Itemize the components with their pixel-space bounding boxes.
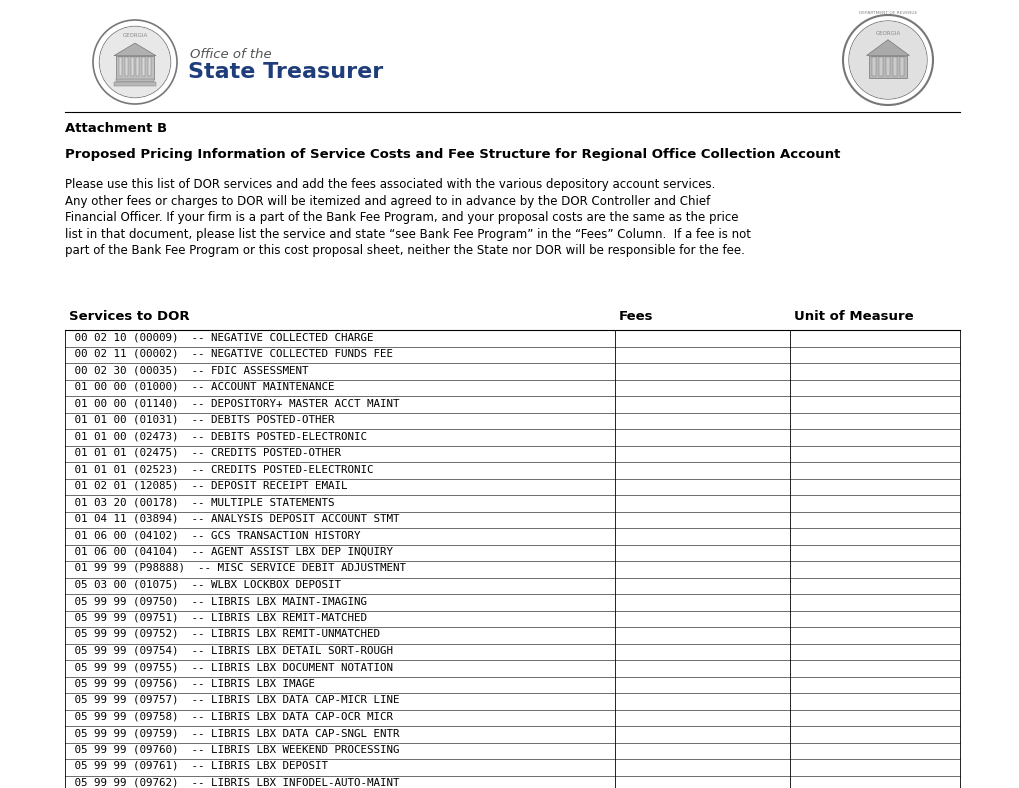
Text: 01 01 00 (02473)  -- DEBITS POSTED-ELECTRONIC: 01 01 00 (02473) -- DEBITS POSTED-ELECTR… bbox=[68, 431, 367, 441]
Bar bbox=[142, 57, 145, 76]
Text: Services to DOR: Services to DOR bbox=[69, 310, 190, 323]
Text: State Treasurer: State Treasurer bbox=[187, 62, 383, 82]
Text: 01 00 00 (01000)  -- ACCOUNT MAINTENANCE: 01 00 00 (01000) -- ACCOUNT MAINTENANCE bbox=[68, 381, 334, 392]
Text: 05 99 99 (09760)  -- LIBRIS LBX WEEKEND PROCESSING: 05 99 99 (09760) -- LIBRIS LBX WEEKEND P… bbox=[68, 745, 399, 754]
Text: 05 99 99 (09756)  -- LIBRIS LBX IMAGE: 05 99 99 (09756) -- LIBRIS LBX IMAGE bbox=[68, 678, 315, 689]
Text: 05 99 99 (09761)  -- LIBRIS LBX DEPOSIT: 05 99 99 (09761) -- LIBRIS LBX DEPOSIT bbox=[68, 761, 328, 771]
Text: 05 99 99 (09755)  -- LIBRIS LBX DOCUMENT NOTATION: 05 99 99 (09755) -- LIBRIS LBX DOCUMENT … bbox=[68, 662, 392, 672]
Bar bbox=[893, 57, 896, 76]
Text: 05 99 99 (09762)  -- LIBRIS LBX INFODEL-AUTO-MAINT: 05 99 99 (09762) -- LIBRIS LBX INFODEL-A… bbox=[68, 778, 399, 787]
Text: 01 04 11 (03894)  -- ANALYSIS DEPOSIT ACCOUNT STMT: 01 04 11 (03894) -- ANALYSIS DEPOSIT ACC… bbox=[68, 514, 399, 523]
Text: 00 02 30 (00035)  -- FDIC ASSESSMENT: 00 02 30 (00035) -- FDIC ASSESSMENT bbox=[68, 365, 308, 375]
Text: DEPARTMENT OF REVENUE: DEPARTMENT OF REVENUE bbox=[858, 11, 916, 15]
Text: 01 01 00 (01031)  -- DEBITS POSTED-OTHER: 01 01 00 (01031) -- DEBITS POSTED-OTHER bbox=[68, 414, 334, 425]
Text: 01 00 00 (01140)  -- DEPOSITORY+ MASTER ACCT MAINT: 01 00 00 (01140) -- DEPOSITORY+ MASTER A… bbox=[68, 398, 399, 408]
Circle shape bbox=[849, 21, 926, 98]
Text: 01 03 20 (00178)  -- MULTIPLE STATEMENTS: 01 03 20 (00178) -- MULTIPLE STATEMENTS bbox=[68, 497, 334, 507]
Bar bbox=[148, 57, 151, 76]
Bar bbox=[116, 56, 154, 79]
Bar bbox=[886, 57, 889, 76]
Text: 05 99 99 (09754)  -- LIBRIS LBX DETAIL SORT-ROUGH: 05 99 99 (09754) -- LIBRIS LBX DETAIL SO… bbox=[68, 645, 392, 656]
Text: 05 99 99 (09750)  -- LIBRIS LBX MAINT-IMAGING: 05 99 99 (09750) -- LIBRIS LBX MAINT-IMA… bbox=[68, 596, 367, 606]
Bar bbox=[116, 79, 154, 82]
Text: 05 99 99 (09751)  -- LIBRIS LBX REMIT-MATCHED: 05 99 99 (09751) -- LIBRIS LBX REMIT-MAT… bbox=[68, 612, 367, 623]
Bar bbox=[878, 57, 881, 76]
Text: Any other fees or charges to DOR will be itemized and agreed to in advance by th: Any other fees or charges to DOR will be… bbox=[65, 195, 709, 207]
Text: 05 99 99 (09759)  -- LIBRIS LBX DATA CAP-SNGL ENTR: 05 99 99 (09759) -- LIBRIS LBX DATA CAP-… bbox=[68, 728, 399, 738]
Text: 01 01 01 (02475)  -- CREDITS POSTED-OTHER: 01 01 01 (02475) -- CREDITS POSTED-OTHER bbox=[68, 448, 340, 458]
Text: 05 99 99 (09758)  -- LIBRIS LBX DATA CAP-OCR MICR: 05 99 99 (09758) -- LIBRIS LBX DATA CAP-… bbox=[68, 712, 392, 722]
Text: list in that document, please list the service and state “see Bank Fee Program” : list in that document, please list the s… bbox=[65, 228, 750, 240]
Text: Please use this list of DOR services and add the fees associated with the variou: Please use this list of DOR services and… bbox=[65, 178, 714, 191]
Text: 01 01 01 (02523)  -- CREDITS POSTED-ELECTRONIC: 01 01 01 (02523) -- CREDITS POSTED-ELECT… bbox=[68, 464, 373, 474]
Text: 00 02 10 (00009)  -- NEGATIVE COLLECTED CHARGE: 00 02 10 (00009) -- NEGATIVE COLLECTED C… bbox=[68, 332, 373, 342]
Bar bbox=[900, 57, 903, 76]
Text: Fees: Fees bbox=[619, 310, 653, 323]
Text: Unit of Measure: Unit of Measure bbox=[793, 310, 913, 323]
Text: 01 06 00 (04104)  -- AGENT ASSIST LBX DEP INQUIRY: 01 06 00 (04104) -- AGENT ASSIST LBX DEP… bbox=[68, 547, 392, 556]
Circle shape bbox=[100, 27, 170, 97]
Text: 05 99 99 (09757)  -- LIBRIS LBX DATA CAP-MICR LINE: 05 99 99 (09757) -- LIBRIS LBX DATA CAP-… bbox=[68, 695, 399, 705]
Text: GEORGIA: GEORGIA bbox=[122, 33, 148, 39]
Text: 05 03 00 (01075)  -- WLBX LOCKBOX DEPOSIT: 05 03 00 (01075) -- WLBX LOCKBOX DEPOSIT bbox=[68, 579, 340, 589]
Bar bbox=[130, 57, 133, 76]
Text: 01 99 99 (P98888)  -- MISC SERVICE DEBIT ADJUSTMENT: 01 99 99 (P98888) -- MISC SERVICE DEBIT … bbox=[68, 563, 406, 573]
Polygon shape bbox=[866, 39, 909, 55]
Text: 01 02 01 (12085)  -- DEPOSIT RECEIPT EMAIL: 01 02 01 (12085) -- DEPOSIT RECEIPT EMAI… bbox=[68, 481, 347, 490]
Text: Attachment B: Attachment B bbox=[65, 122, 167, 135]
Text: Office of the: Office of the bbox=[190, 48, 271, 61]
Bar bbox=[137, 57, 140, 76]
Bar bbox=[868, 55, 906, 78]
Text: 01 06 00 (04102)  -- GCS TRANSACTION HISTORY: 01 06 00 (04102) -- GCS TRANSACTION HIST… bbox=[68, 530, 360, 540]
Text: part of the Bank Fee Program or this cost proposal sheet, neither the State nor : part of the Bank Fee Program or this cos… bbox=[65, 244, 744, 257]
Text: 05 99 99 (09752)  -- LIBRIS LBX REMIT-UNMATCHED: 05 99 99 (09752) -- LIBRIS LBX REMIT-UNM… bbox=[68, 629, 380, 639]
Bar bbox=[124, 57, 127, 76]
Text: GEORGIA: GEORGIA bbox=[874, 31, 900, 35]
Text: Proposed Pricing Information of Service Costs and Fee Structure for Regional Off: Proposed Pricing Information of Service … bbox=[65, 148, 840, 161]
Polygon shape bbox=[114, 43, 156, 56]
Text: Financial Officer. If your firm is a part of the Bank Fee Program, and your prop: Financial Officer. If your firm is a par… bbox=[65, 211, 738, 224]
Text: 00 02 11 (00002)  -- NEGATIVE COLLECTED FUNDS FEE: 00 02 11 (00002) -- NEGATIVE COLLECTED F… bbox=[68, 348, 392, 359]
Bar bbox=[113, 82, 156, 86]
Bar bbox=[871, 57, 875, 76]
Bar bbox=[119, 57, 122, 76]
